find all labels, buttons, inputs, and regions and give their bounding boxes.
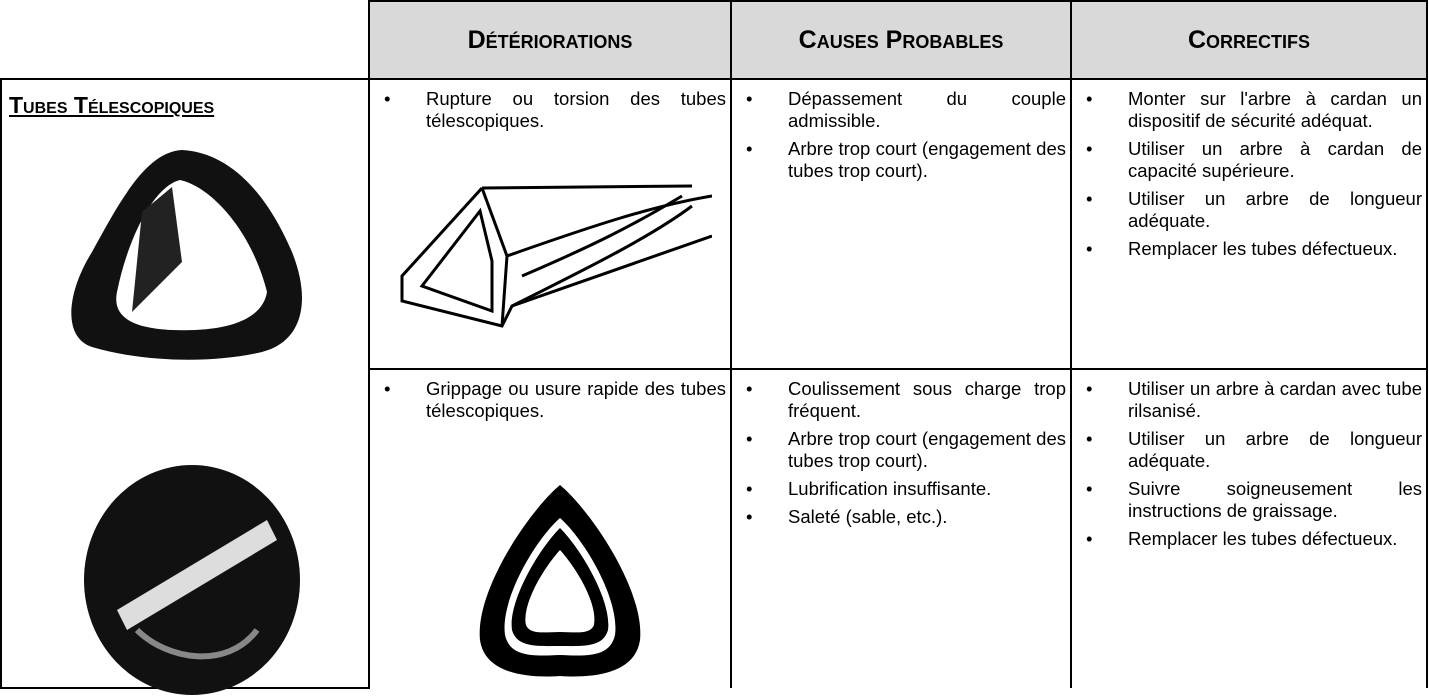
corrective-cell: Monter sur l'arbre à cardan un dispositi… bbox=[1070, 78, 1428, 370]
photo-worn-tube bbox=[84, 465, 300, 695]
photo-broken-tube bbox=[71, 150, 303, 360]
cause-cell: Coulissement sous charge trop fréquent. A… bbox=[730, 368, 1072, 688]
bullet-item: Saleté (sable, etc.). bbox=[732, 506, 1070, 528]
bullet-item: Utiliser un arbre à cardan avec tube ril… bbox=[1072, 378, 1426, 422]
column-header: Causes Probables bbox=[730, 0, 1072, 80]
bullet-list: Rupture ou torsion des tubes télescopiqu… bbox=[370, 88, 730, 132]
bullet-item: Remplacer les tubes défectueux. bbox=[1072, 238, 1426, 260]
bullet-item: Rupture ou torsion des tubes télescopiqu… bbox=[370, 88, 730, 132]
column-header: Correctifs bbox=[1070, 0, 1428, 80]
bullet-item: Arbre trop court (engagement des tubes t… bbox=[732, 138, 1070, 182]
deterioration-cell: Rupture ou torsion des tubes télescopiqu… bbox=[368, 78, 732, 370]
bullet-item: Utiliser un arbre de longueur adéquate. bbox=[1072, 428, 1426, 472]
section-title: Tubes Télescopiques bbox=[9, 92, 215, 118]
drawing-worn-profile bbox=[479, 485, 641, 677]
bullet-item: Lubrification insuffisante. bbox=[732, 478, 1070, 500]
bullet-item: Suivre soigneusement les instructions de… bbox=[1072, 478, 1426, 522]
bullet-item: Arbre trop court (engagement des tubes t… bbox=[732, 428, 1070, 472]
column-header: Détériorations bbox=[368, 0, 732, 80]
bullet-list: Grippage ou usure rapide des tubes téles… bbox=[370, 378, 730, 422]
bullet-item: Utiliser un arbre de longueur adéquate. bbox=[1072, 188, 1426, 232]
deterioration-cell: Grippage ou usure rapide des tubes téles… bbox=[368, 368, 732, 688]
bullet-item: Dépassement du couple admissible. bbox=[732, 88, 1070, 132]
bullet-item: Monter sur l'arbre à cardan un dispositi… bbox=[1072, 88, 1426, 132]
bullet-item: Utiliser un arbre à cardan de capacité s… bbox=[1072, 138, 1426, 182]
bullet-list: Utiliser un arbre à cardan avec tube ril… bbox=[1072, 378, 1426, 550]
bullet-list: Monter sur l'arbre à cardan un dispositi… bbox=[1072, 88, 1426, 260]
bullet-item: Grippage ou usure rapide des tubes téles… bbox=[370, 378, 730, 422]
bullet-item: Coulissement sous charge trop fréquent. bbox=[732, 378, 1070, 422]
corrective-cell: Utiliser un arbre à cardan avec tube ril… bbox=[1070, 368, 1428, 688]
bullet-item: Remplacer les tubes défectueux. bbox=[1072, 528, 1426, 550]
bullet-list: Coulissement sous charge trop fréquent. A… bbox=[732, 378, 1070, 528]
bullet-list: Dépassement du couple admissible. Arbre t… bbox=[732, 88, 1070, 182]
blank-cell bbox=[1, 1, 370, 80]
section-cell: Tubes Télescopiques bbox=[0, 78, 370, 695]
cause-cell: Dépassement du couple admissible. Arbre t… bbox=[730, 78, 1072, 370]
drawing-twisted-tube bbox=[400, 184, 712, 328]
